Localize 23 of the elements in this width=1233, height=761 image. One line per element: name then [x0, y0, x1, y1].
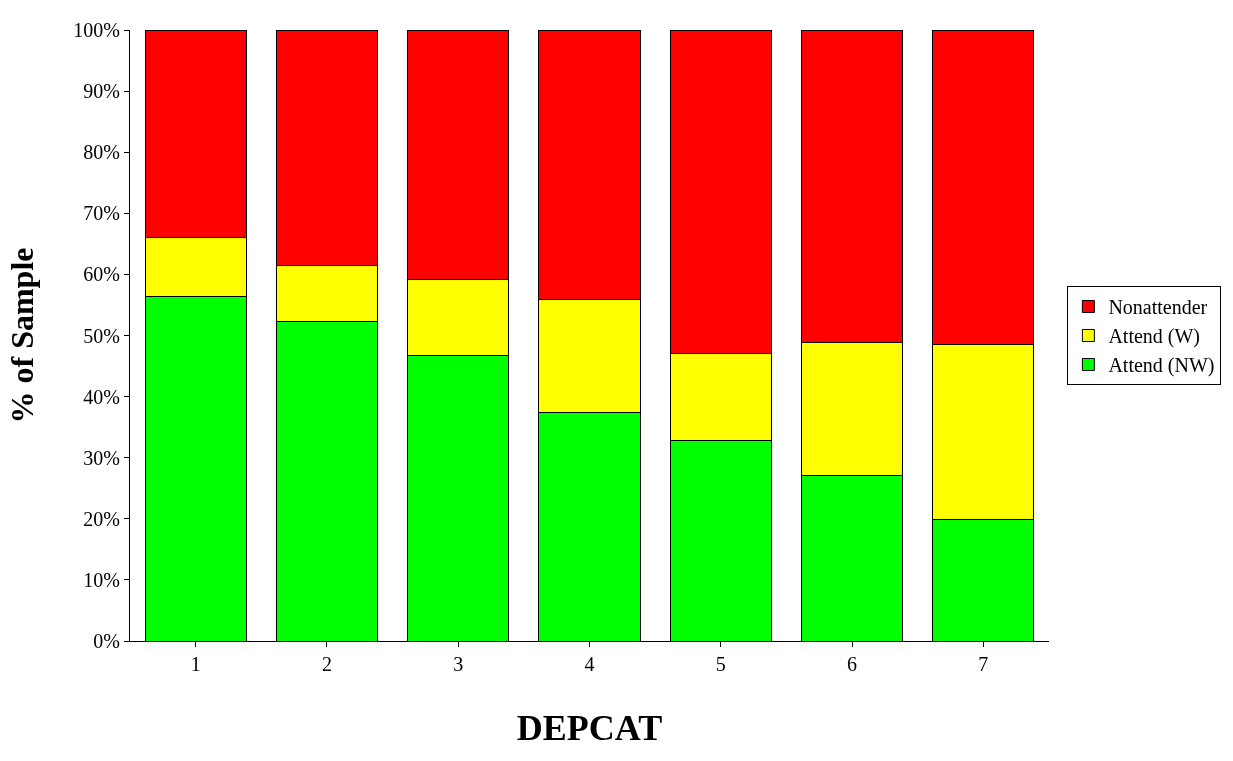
y-tick-label: 20% [83, 507, 120, 530]
x-tick-label: 5 [715, 653, 726, 675]
legend-label: Nonattender [1108, 296, 1208, 319]
y-tick-label: 100% [73, 19, 120, 41]
y-tick-label: 80% [83, 141, 120, 164]
x-tick-label: 1 [190, 653, 201, 675]
x-tick-label: 7 [978, 653, 989, 675]
x-tick-label: 6 [847, 653, 858, 675]
x-axis-title: DEPCAT [516, 707, 663, 748]
y-tick-label: 0% [93, 630, 120, 652]
y-tick-label: 10% [83, 568, 120, 591]
y-tick-label: 60% [83, 263, 120, 286]
y-tick-label: 70% [83, 202, 120, 225]
y-tick-label: 50% [83, 324, 120, 347]
x-tick-label: 3 [453, 653, 464, 675]
legend-label: Attend (W) [1108, 325, 1201, 349]
x-tick-label: 2 [321, 653, 332, 675]
y-tick-label: 40% [83, 385, 120, 408]
y-axis-title: % of Sample [3, 247, 40, 424]
y-tick-label: 90% [83, 80, 120, 103]
y-tick-label: 30% [83, 446, 120, 469]
legend-label: Attend (NW) [1108, 354, 1215, 378]
x-tick-label: 4 [584, 653, 595, 675]
